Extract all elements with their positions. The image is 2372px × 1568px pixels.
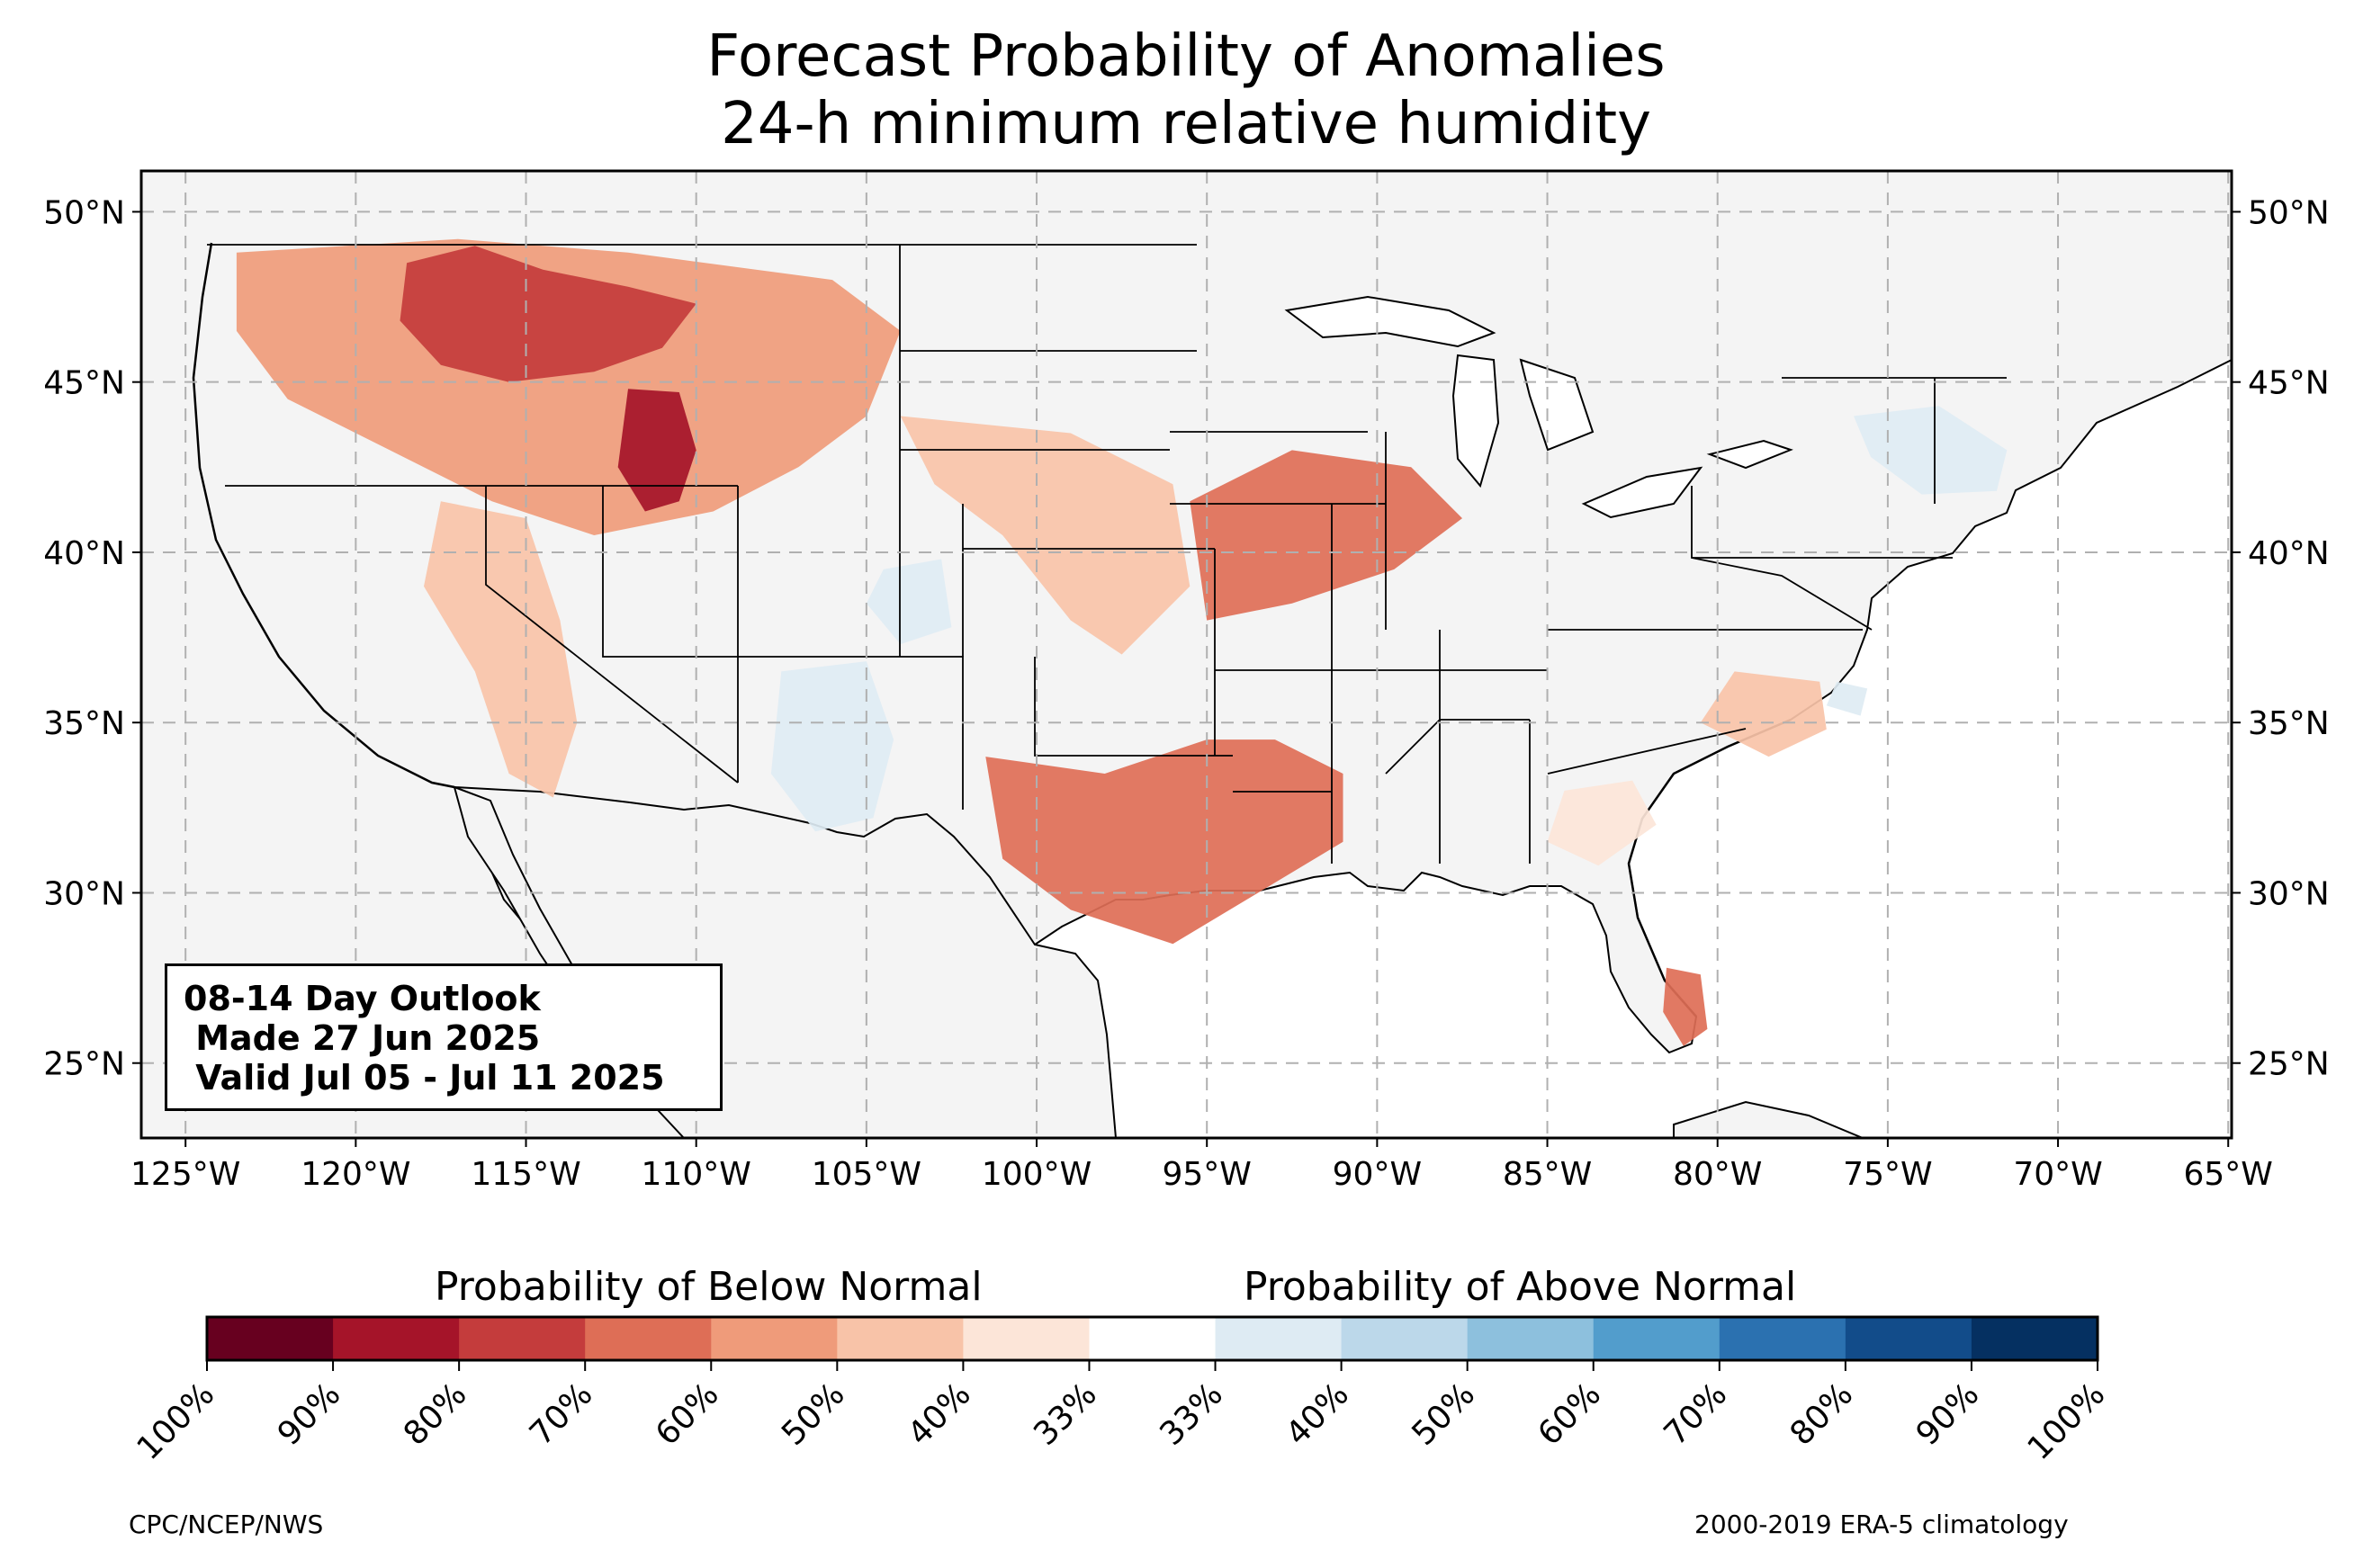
anomaly-area-5 <box>1190 450 1462 621</box>
outlook-valid-range: Valid Jul 05 - Jul 11 2025 <box>184 1058 665 1098</box>
colorbar-bin-14 <box>1971 1317 2098 1360</box>
colorbar: 100% 90% 80% 70% 60% 50% 40% 33% 33% 40% 50% 60% 70%… <box>130 1315 2113 1467</box>
colorbar-tick-label-4: 60% <box>649 1375 726 1453</box>
anomaly-area-10 <box>770 661 894 832</box>
colorbar-tick-label-8: 33% <box>1153 1375 1230 1453</box>
colorbar-bin-4 <box>711 1317 838 1360</box>
colorbar-bin-5 <box>837 1317 964 1360</box>
lon-label-11: 70°W <box>2013 1156 2102 1193</box>
lon-label-4: 105°W <box>812 1156 921 1193</box>
colorbar-bin-12 <box>1719 1317 1846 1360</box>
state-borders <box>207 244 2007 864</box>
lon-labels: 125°W 120°W 115°W 110°W 105°W 100°W 95°W 90°W 85… <box>130 1138 2273 1193</box>
anomaly-area-9 <box>1663 967 1708 1046</box>
lat-label-right-1: 45°N <box>2248 365 2330 402</box>
anomaly-area-2 <box>617 389 696 512</box>
colorbar-bin-7 <box>1089 1317 1217 1360</box>
lat-label-right-3: 35°N <box>2248 705 2330 742</box>
outlook-info-box: 08-14 Day Outlook Made 27 Jun 2025 Valid… <box>165 963 723 1111</box>
anomaly-area-8 <box>1547 780 1657 866</box>
colorbar-tick-label-0: 100% <box>130 1375 222 1467</box>
colorbar-tick-label-10: 50% <box>1405 1375 1482 1453</box>
colorbar-tick-label-6: 40% <box>901 1375 978 1453</box>
anomaly-area-13 <box>1826 681 1868 716</box>
colorbar-bin-1 <box>333 1317 460 1360</box>
anomaly-shading <box>236 238 2008 1046</box>
colorbar-bin-0 <box>207 1317 334 1360</box>
map-gridlines <box>141 171 2232 1138</box>
anomaly-area-12 <box>1854 406 2008 495</box>
colorbar-tick-label-14: 90% <box>1909 1375 1987 1453</box>
map-title: Forecast Probability of Anomalies <box>706 23 1666 90</box>
lat-label-right-5: 25°N <box>2248 1046 2330 1083</box>
colorbar-tick-label-9: 40% <box>1279 1375 1356 1453</box>
colorbar-bin-11 <box>1593 1317 1721 1360</box>
colorbar-tick-label-1: 90% <box>271 1375 348 1453</box>
colorbar-below-heading: Probability of Below Normal <box>435 1264 983 1310</box>
colorbar-frame <box>205 1315 2099 1362</box>
lon-label-9: 80°W <box>1673 1156 1762 1193</box>
lon-label-5: 100°W <box>982 1156 1092 1193</box>
lat-labels-left: 50°N 45°N 40°N 35°N 30°N 25°N <box>43 194 141 1083</box>
colorbar-bin-3 <box>585 1317 712 1360</box>
colorbar-tick-label-15: 100% <box>2021 1375 2113 1467</box>
map-frame <box>139 169 2233 1140</box>
lat-label-left-3: 35°N <box>43 705 125 742</box>
colorbar-bin-8 <box>1215 1317 1343 1360</box>
lat-label-right-4: 30°N <box>2248 875 2330 912</box>
lon-label-6: 95°W <box>1162 1156 1251 1193</box>
lon-label-3: 110°W <box>642 1156 751 1193</box>
colorbar-above-heading: Probability of Above Normal <box>1244 1264 1797 1310</box>
colorbar-bin-13 <box>1845 1317 1972 1360</box>
anomaly-area-1 <box>400 246 696 382</box>
lat-label-right-2: 40°N <box>2248 535 2330 572</box>
lat-label-right-0: 50°N <box>2248 194 2330 231</box>
map-subtitle: 24-h minimum relative humidity <box>721 91 1651 157</box>
anomaly-area-4 <box>900 416 1190 655</box>
colorbar-tick-label-13: 80% <box>1783 1375 1861 1453</box>
great-lakes <box>1284 295 1793 519</box>
colorbar-bin-9 <box>1341 1317 1469 1360</box>
lat-label-left-1: 45°N <box>43 365 125 402</box>
colorbar-tick-label-7: 33% <box>1027 1375 1104 1453</box>
colorbar-tick-label-11: 60% <box>1532 1375 1609 1453</box>
colorbar-tick-label-2: 80% <box>397 1375 474 1453</box>
lon-label-2: 115°W <box>471 1156 580 1193</box>
credit-climatology: 2000-2019 ERA-5 climatology <box>1694 1510 2069 1539</box>
lon-label-1: 120°W <box>301 1156 410 1193</box>
colorbar-bin-2 <box>459 1317 586 1360</box>
lat-labels-right: 50°N 45°N 40°N 35°N 30°N 25°N <box>2232 194 2330 1083</box>
lat-label-left-5: 25°N <box>43 1046 125 1083</box>
lat-label-left-4: 30°N <box>43 875 125 912</box>
land-cuba <box>1673 1100 1864 1138</box>
lon-label-0: 125°W <box>130 1156 240 1193</box>
lon-label-10: 75°W <box>1843 1156 1932 1193</box>
lon-label-8: 85°W <box>1503 1156 1592 1193</box>
lat-label-left-2: 40°N <box>43 535 125 572</box>
colorbar-tick-label-3: 70% <box>523 1375 600 1453</box>
outlook-made-date: Made 27 Jun 2025 <box>184 1018 541 1058</box>
colorbar-bin-10 <box>1467 1317 1595 1360</box>
credit-source: CPC/NCEP/NWS <box>129 1510 324 1539</box>
colorbar-bin-6 <box>963 1317 1090 1360</box>
lat-label-left-0: 50°N <box>43 194 125 231</box>
lon-label-12: 65°W <box>2184 1156 2273 1193</box>
anomaly-area-7 <box>1700 671 1827 757</box>
colorbar-tick-label-5: 50% <box>775 1375 852 1453</box>
lon-label-7: 90°W <box>1333 1156 1422 1193</box>
outlook-period: 08-14 Day Outlook <box>184 979 541 1018</box>
colorbar-tick-label-12: 70% <box>1658 1375 1735 1453</box>
us-coastline <box>192 242 1792 1017</box>
anomaly-area-11 <box>866 559 952 645</box>
